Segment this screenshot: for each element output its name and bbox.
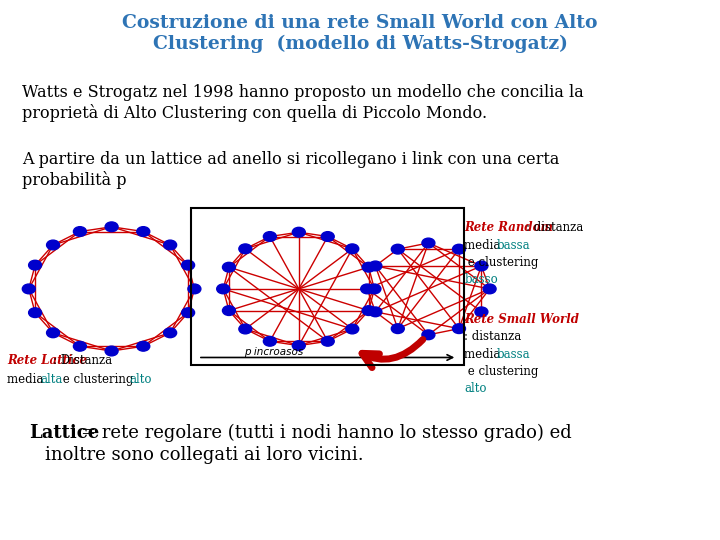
Text: Costruzione di una rete Small World con Alto
Clustering  (modello di Watts-Strog: Costruzione di una rete Small World con … bbox=[122, 14, 598, 52]
Circle shape bbox=[369, 261, 382, 271]
Circle shape bbox=[222, 306, 235, 315]
Circle shape bbox=[239, 324, 252, 334]
Text: Rete Small World: Rete Small World bbox=[464, 313, 580, 326]
Circle shape bbox=[29, 308, 42, 318]
Text: media: media bbox=[464, 348, 505, 361]
Circle shape bbox=[475, 307, 488, 316]
Text: alto: alto bbox=[130, 373, 152, 386]
Text: bassa: bassa bbox=[497, 348, 531, 361]
Circle shape bbox=[181, 260, 194, 270]
Text: p incroasos: p incroasos bbox=[244, 347, 303, 357]
Circle shape bbox=[321, 336, 334, 346]
Text: e clustering: e clustering bbox=[464, 365, 539, 378]
Bar bbox=[191, 208, 464, 364]
Circle shape bbox=[452, 324, 465, 334]
Text: A partire da un lattice ad anello si ricollegano i link con una certa
probabilit: A partire da un lattice ad anello si ric… bbox=[22, 151, 559, 189]
Circle shape bbox=[163, 328, 176, 338]
Circle shape bbox=[361, 284, 374, 294]
Text: Watts e Strogatz nel 1998 hanno proposto un modello che concilia la
proprietà di: Watts e Strogatz nel 1998 hanno proposto… bbox=[22, 84, 583, 122]
Circle shape bbox=[137, 341, 150, 351]
Text: : Distanza: : Distanza bbox=[53, 354, 112, 367]
Circle shape bbox=[346, 244, 359, 254]
Text: Rete Lattice: Rete Lattice bbox=[7, 354, 87, 367]
Circle shape bbox=[181, 308, 194, 318]
Circle shape bbox=[321, 232, 334, 241]
Circle shape bbox=[29, 260, 42, 270]
Circle shape bbox=[452, 244, 465, 254]
Text: media: media bbox=[7, 373, 48, 386]
Circle shape bbox=[346, 324, 359, 334]
Text: inoltre sono collegati ai loro vicini.: inoltre sono collegati ai loro vicini. bbox=[45, 446, 364, 463]
Circle shape bbox=[422, 238, 435, 248]
Circle shape bbox=[264, 336, 276, 346]
Circle shape bbox=[362, 306, 375, 315]
Circle shape bbox=[47, 240, 60, 250]
Circle shape bbox=[392, 324, 405, 334]
Circle shape bbox=[239, 244, 252, 254]
Circle shape bbox=[163, 240, 176, 250]
Text: : distanza: : distanza bbox=[526, 221, 583, 234]
Circle shape bbox=[369, 307, 382, 316]
Text: bassa: bassa bbox=[497, 239, 531, 252]
Circle shape bbox=[222, 262, 235, 272]
Circle shape bbox=[392, 244, 405, 254]
Circle shape bbox=[475, 261, 488, 271]
Circle shape bbox=[105, 222, 118, 232]
Text: e clustering: e clustering bbox=[464, 256, 539, 269]
Circle shape bbox=[47, 328, 60, 338]
Text: Rete Random: Rete Random bbox=[464, 221, 553, 234]
Text: alto: alto bbox=[464, 382, 487, 395]
Text: media: media bbox=[464, 239, 505, 252]
Circle shape bbox=[483, 284, 496, 294]
Text: e clustering: e clustering bbox=[59, 373, 138, 386]
Circle shape bbox=[292, 227, 305, 237]
Circle shape bbox=[105, 346, 118, 356]
Text: basso: basso bbox=[464, 273, 498, 286]
Circle shape bbox=[217, 284, 230, 294]
Text: Lattice: Lattice bbox=[29, 424, 99, 442]
Circle shape bbox=[22, 284, 35, 294]
Circle shape bbox=[73, 227, 86, 237]
Circle shape bbox=[73, 341, 86, 351]
Text: : distanza: : distanza bbox=[464, 330, 522, 343]
Circle shape bbox=[368, 284, 381, 294]
Circle shape bbox=[422, 330, 435, 340]
Circle shape bbox=[264, 232, 276, 241]
Circle shape bbox=[188, 284, 201, 294]
Circle shape bbox=[362, 262, 375, 272]
Text: alta: alta bbox=[40, 373, 63, 386]
Text: = rete regolare (tutti i nodi hanno lo stesso grado) ed: = rete regolare (tutti i nodi hanno lo s… bbox=[81, 424, 572, 442]
Circle shape bbox=[137, 227, 150, 237]
Circle shape bbox=[292, 341, 305, 350]
